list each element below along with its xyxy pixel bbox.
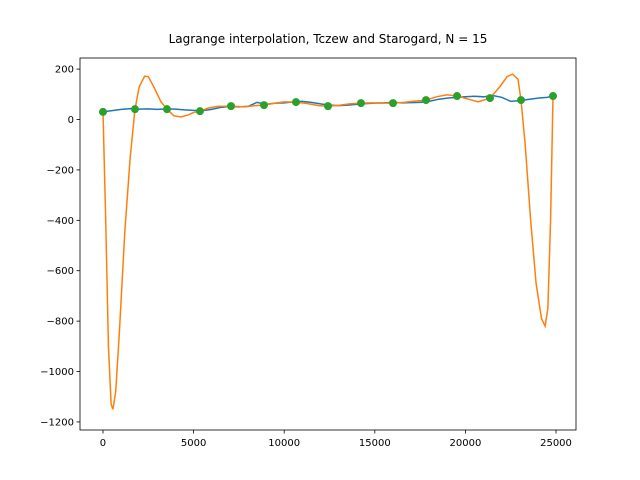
point	[517, 96, 526, 105]
x-tick-label: 5000	[181, 438, 206, 449]
y-tick-label: −1200	[40, 417, 74, 428]
y-tick-label: −200	[47, 165, 74, 176]
point	[259, 101, 268, 110]
point	[130, 105, 139, 114]
y-tick-label: −400	[47, 216, 74, 227]
y-tick-label: 0	[68, 115, 74, 126]
point	[388, 99, 397, 108]
point	[226, 102, 235, 111]
point	[422, 96, 431, 105]
x-tick-label: 20000	[450, 438, 482, 449]
point	[98, 107, 107, 116]
line	[102, 73, 554, 410]
point	[162, 105, 171, 114]
point	[549, 92, 558, 101]
x-tick-label: 15000	[359, 438, 391, 449]
chart-title: Lagrange interpolation, Tczew and Starog…	[169, 32, 488, 46]
point	[291, 98, 300, 107]
y-tick-label: −1000	[40, 367, 74, 378]
y-tick-label: −600	[47, 266, 74, 277]
point	[324, 102, 332, 111]
point	[486, 94, 495, 103]
point	[195, 107, 204, 116]
plot-frame	[79, 57, 577, 431]
y-tick-label: 200	[55, 65, 74, 76]
point	[453, 92, 462, 101]
x-tick-label: 25000	[540, 438, 572, 449]
point	[356, 99, 365, 108]
x-tick-label: 0	[100, 438, 106, 449]
y-tick-label: −800	[47, 317, 74, 328]
x-tick-label: 10000	[268, 438, 300, 449]
